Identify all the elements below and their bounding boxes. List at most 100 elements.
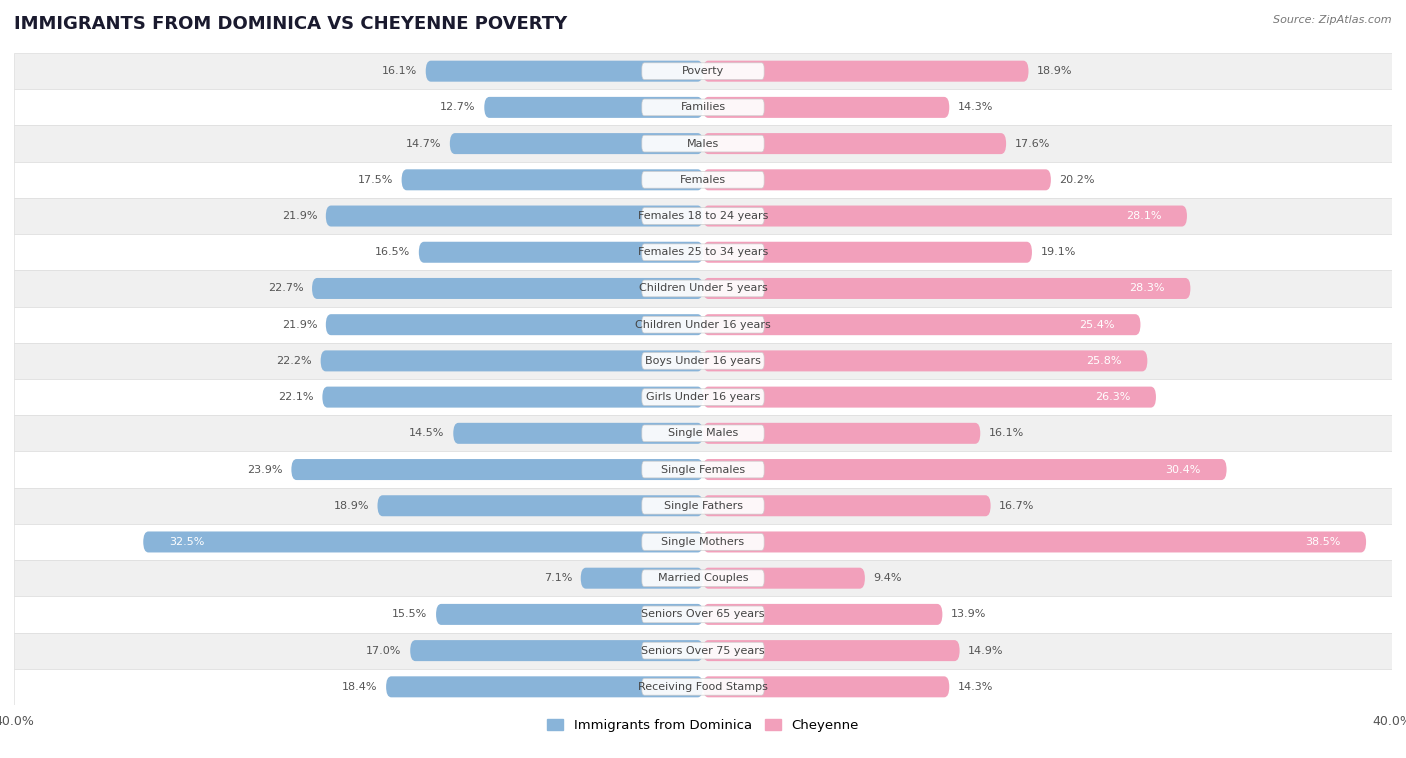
FancyBboxPatch shape xyxy=(377,495,703,516)
Text: Single Mothers: Single Mothers xyxy=(661,537,745,547)
Text: Single Males: Single Males xyxy=(668,428,738,438)
FancyBboxPatch shape xyxy=(581,568,703,589)
FancyBboxPatch shape xyxy=(643,208,763,224)
FancyBboxPatch shape xyxy=(14,271,1392,306)
FancyBboxPatch shape xyxy=(326,205,703,227)
FancyBboxPatch shape xyxy=(703,640,960,661)
FancyBboxPatch shape xyxy=(14,415,1392,452)
FancyBboxPatch shape xyxy=(453,423,703,444)
FancyBboxPatch shape xyxy=(484,97,703,118)
FancyBboxPatch shape xyxy=(703,423,980,444)
Text: 26.3%: 26.3% xyxy=(1095,392,1130,402)
FancyBboxPatch shape xyxy=(643,534,763,550)
Text: Children Under 5 years: Children Under 5 years xyxy=(638,283,768,293)
FancyBboxPatch shape xyxy=(703,387,1156,408)
Text: 21.9%: 21.9% xyxy=(281,320,318,330)
FancyBboxPatch shape xyxy=(419,242,703,263)
FancyBboxPatch shape xyxy=(643,135,763,152)
Text: 21.9%: 21.9% xyxy=(281,211,318,221)
FancyBboxPatch shape xyxy=(643,99,763,116)
Text: Receiving Food Stamps: Receiving Food Stamps xyxy=(638,682,768,692)
FancyBboxPatch shape xyxy=(426,61,703,82)
FancyBboxPatch shape xyxy=(14,452,1392,487)
FancyBboxPatch shape xyxy=(322,387,703,408)
Text: 16.7%: 16.7% xyxy=(1000,501,1035,511)
Text: Females 18 to 24 years: Females 18 to 24 years xyxy=(638,211,768,221)
Text: 28.3%: 28.3% xyxy=(1129,283,1164,293)
Text: 16.1%: 16.1% xyxy=(988,428,1024,438)
Text: 22.2%: 22.2% xyxy=(277,356,312,366)
FancyBboxPatch shape xyxy=(643,244,763,261)
FancyBboxPatch shape xyxy=(643,63,763,80)
Text: 7.1%: 7.1% xyxy=(544,573,572,583)
FancyBboxPatch shape xyxy=(703,531,1367,553)
FancyBboxPatch shape xyxy=(14,306,1392,343)
FancyBboxPatch shape xyxy=(703,350,1147,371)
FancyBboxPatch shape xyxy=(14,234,1392,271)
Text: 23.9%: 23.9% xyxy=(247,465,283,475)
Text: 18.9%: 18.9% xyxy=(333,501,368,511)
Text: Single Females: Single Females xyxy=(661,465,745,475)
Text: Males: Males xyxy=(688,139,718,149)
FancyBboxPatch shape xyxy=(643,425,763,442)
FancyBboxPatch shape xyxy=(291,459,703,480)
FancyBboxPatch shape xyxy=(643,389,763,406)
FancyBboxPatch shape xyxy=(643,497,763,514)
FancyBboxPatch shape xyxy=(703,61,1029,82)
FancyBboxPatch shape xyxy=(450,133,703,154)
Text: 30.4%: 30.4% xyxy=(1166,465,1201,475)
FancyBboxPatch shape xyxy=(326,314,703,335)
FancyBboxPatch shape xyxy=(14,161,1392,198)
FancyBboxPatch shape xyxy=(643,642,763,659)
Text: 14.9%: 14.9% xyxy=(969,646,1004,656)
Text: Families: Families xyxy=(681,102,725,112)
Text: 16.5%: 16.5% xyxy=(375,247,411,257)
FancyBboxPatch shape xyxy=(643,678,763,695)
Text: 20.2%: 20.2% xyxy=(1060,175,1095,185)
FancyBboxPatch shape xyxy=(703,169,1050,190)
Text: 17.0%: 17.0% xyxy=(366,646,402,656)
Text: 32.5%: 32.5% xyxy=(169,537,204,547)
FancyBboxPatch shape xyxy=(703,242,1032,263)
Text: 17.6%: 17.6% xyxy=(1015,139,1050,149)
FancyBboxPatch shape xyxy=(703,133,1007,154)
Text: 14.5%: 14.5% xyxy=(409,428,444,438)
Text: 12.7%: 12.7% xyxy=(440,102,475,112)
FancyBboxPatch shape xyxy=(387,676,703,697)
Text: 25.4%: 25.4% xyxy=(1080,320,1115,330)
FancyBboxPatch shape xyxy=(14,53,1392,89)
FancyBboxPatch shape xyxy=(321,350,703,371)
Text: 25.8%: 25.8% xyxy=(1085,356,1122,366)
FancyBboxPatch shape xyxy=(643,171,763,188)
Text: Source: ZipAtlas.com: Source: ZipAtlas.com xyxy=(1274,15,1392,25)
Text: 14.3%: 14.3% xyxy=(957,682,993,692)
FancyBboxPatch shape xyxy=(643,280,763,297)
FancyBboxPatch shape xyxy=(411,640,703,661)
FancyBboxPatch shape xyxy=(643,606,763,623)
Text: 9.4%: 9.4% xyxy=(873,573,903,583)
FancyBboxPatch shape xyxy=(643,352,763,369)
Text: 15.5%: 15.5% xyxy=(392,609,427,619)
Text: 19.1%: 19.1% xyxy=(1040,247,1076,257)
Text: IMMIGRANTS FROM DOMINICA VS CHEYENNE POVERTY: IMMIGRANTS FROM DOMINICA VS CHEYENNE POV… xyxy=(14,15,567,33)
FancyBboxPatch shape xyxy=(14,343,1392,379)
FancyBboxPatch shape xyxy=(402,169,703,190)
FancyBboxPatch shape xyxy=(703,604,942,625)
Text: Seniors Over 75 years: Seniors Over 75 years xyxy=(641,646,765,656)
Text: 28.1%: 28.1% xyxy=(1126,211,1161,221)
Text: 22.1%: 22.1% xyxy=(278,392,314,402)
Text: 18.9%: 18.9% xyxy=(1038,66,1073,76)
FancyBboxPatch shape xyxy=(14,524,1392,560)
Text: Females: Females xyxy=(681,175,725,185)
Text: 14.7%: 14.7% xyxy=(406,139,441,149)
FancyBboxPatch shape xyxy=(643,461,763,478)
Text: Poverty: Poverty xyxy=(682,66,724,76)
FancyBboxPatch shape xyxy=(703,278,1191,299)
FancyBboxPatch shape xyxy=(643,570,763,587)
FancyBboxPatch shape xyxy=(14,379,1392,415)
Text: 17.5%: 17.5% xyxy=(357,175,392,185)
Text: Boys Under 16 years: Boys Under 16 years xyxy=(645,356,761,366)
FancyBboxPatch shape xyxy=(14,89,1392,126)
FancyBboxPatch shape xyxy=(703,495,991,516)
FancyBboxPatch shape xyxy=(312,278,703,299)
